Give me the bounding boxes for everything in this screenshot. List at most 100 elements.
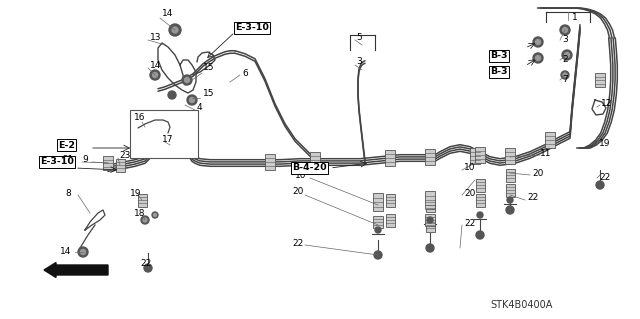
Circle shape [172,27,178,33]
Circle shape [561,71,569,79]
Circle shape [533,37,543,47]
Text: 15: 15 [203,88,214,98]
Text: 17: 17 [162,136,173,145]
Text: 21: 21 [62,155,74,165]
Text: B-3: B-3 [490,51,508,61]
Text: 14: 14 [60,248,72,256]
Text: 4: 4 [197,103,203,113]
Bar [138,194,147,206]
Circle shape [426,244,434,252]
Circle shape [187,95,197,105]
Circle shape [507,197,513,203]
Text: 20: 20 [292,188,303,197]
Circle shape [374,251,382,259]
Bar [475,147,485,163]
Circle shape [144,264,152,272]
Text: 13: 13 [150,33,161,42]
Circle shape [596,181,604,189]
Text: E-3-10: E-3-10 [235,24,269,33]
Bar [426,219,435,232]
Circle shape [476,231,484,239]
Text: E-3-10: E-3-10 [40,158,74,167]
Text: FR.: FR. [112,265,130,275]
Text: 15: 15 [203,63,214,72]
Bar [476,194,484,206]
Circle shape [563,73,567,77]
Circle shape [536,40,541,44]
Circle shape [375,227,381,233]
Text: 22: 22 [140,258,151,268]
Circle shape [506,206,514,214]
Bar [373,216,383,228]
Circle shape [152,72,157,78]
Text: 3: 3 [356,57,362,66]
Circle shape [141,216,149,224]
Bar [373,193,383,211]
Bar [425,214,435,226]
Circle shape [182,75,192,85]
Text: B-3: B-3 [490,68,508,77]
Text: 19: 19 [130,189,141,197]
Bar [385,150,395,166]
Circle shape [154,213,157,217]
Bar [425,191,435,209]
Text: 20: 20 [532,168,543,177]
Text: 11: 11 [540,149,552,158]
Text: 1: 1 [572,13,578,23]
Circle shape [189,98,195,102]
Text: 14: 14 [150,61,161,70]
Text: 3: 3 [562,35,568,44]
Text: 22: 22 [464,219,476,227]
Text: 22: 22 [527,194,538,203]
Text: 10: 10 [295,170,307,180]
Circle shape [564,53,570,57]
Circle shape [562,50,572,60]
Bar [130,110,198,158]
Bar [265,154,275,170]
Circle shape [184,78,189,83]
Text: E-2: E-2 [58,140,75,150]
Text: 9: 9 [82,155,88,165]
Circle shape [152,212,158,218]
Text: B-4-20: B-4-20 [292,164,326,173]
Text: 19: 19 [599,138,611,147]
Text: 23: 23 [119,151,131,160]
FancyArrow shape [44,263,108,278]
Circle shape [536,56,541,61]
Bar [470,148,480,164]
Bar [426,198,435,211]
Circle shape [78,247,88,257]
Bar [595,73,605,87]
Bar [385,194,394,206]
Bar [385,213,394,226]
Bar [506,168,515,182]
Circle shape [81,249,86,255]
Bar [545,132,555,148]
Bar [103,156,113,170]
Text: 6: 6 [242,69,248,78]
Circle shape [560,25,570,35]
Circle shape [533,53,543,63]
Circle shape [150,70,160,80]
Text: STK4B0400A: STK4B0400A [490,300,552,310]
Text: 10: 10 [464,164,476,173]
Circle shape [477,212,483,218]
Circle shape [427,217,433,223]
Bar [310,152,320,168]
Text: 12: 12 [601,99,612,108]
Text: 7: 7 [562,76,568,85]
Bar [506,183,515,197]
Text: 8: 8 [65,189,71,197]
Bar [115,159,125,172]
Text: 22: 22 [292,239,303,248]
Bar [476,179,484,191]
Text: 20: 20 [464,189,476,197]
Text: 2: 2 [562,56,568,64]
Circle shape [169,24,181,36]
Circle shape [168,91,176,99]
Text: 14: 14 [162,10,173,19]
Text: 18: 18 [134,209,145,218]
Bar [425,149,435,165]
Text: 16: 16 [134,114,145,122]
Text: 22: 22 [599,174,611,182]
